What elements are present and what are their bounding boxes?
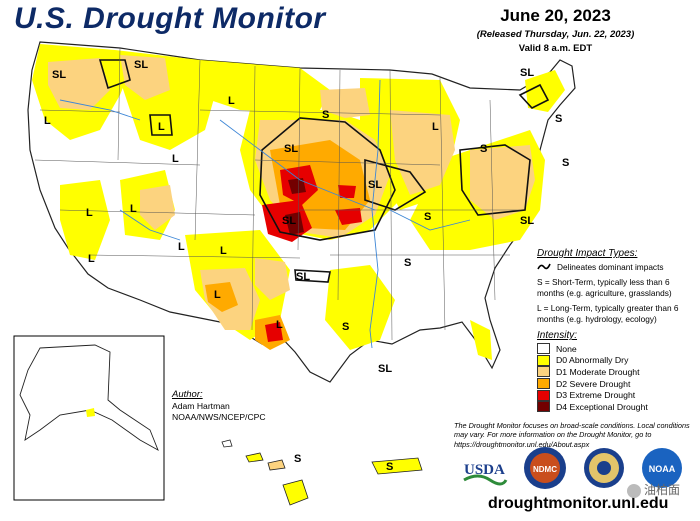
impact-l-row: L = Long-Term, typically greater than 6 … <box>537 303 697 325</box>
legend-swatch <box>537 378 550 390</box>
svg-text:S: S <box>322 109 329 121</box>
noaa-logo: NOAA <box>642 448 682 488</box>
svg-text:SL: SL <box>282 215 296 227</box>
impact-s-row: S = Short-Term, typically less than 6 mo… <box>537 277 697 299</box>
legend-swatch <box>537 343 550 355</box>
svg-text:S: S <box>294 453 301 465</box>
legend-label: None <box>556 343 577 354</box>
legend-item: D3 Extreme Drought <box>537 389 697 401</box>
svg-text:USDA: USDA <box>464 462 505 478</box>
svg-text:SL: SL <box>378 363 392 375</box>
impact-l-text: L = Long-Term, typically greater than 6 … <box>537 303 679 324</box>
legend-label: D4 Exceptional Drought <box>556 401 648 412</box>
svg-text:S: S <box>562 157 569 169</box>
svg-text:S: S <box>480 143 487 155</box>
impact-types-title: Drought Impact Types: <box>537 248 638 259</box>
alaska-d0 <box>86 408 95 417</box>
watermark: 油柏面 <box>627 481 680 498</box>
usda-logo: USDA <box>463 462 508 486</box>
svg-text:SL: SL <box>296 271 310 283</box>
legend-label: D0 Abnormally Dry <box>556 355 629 366</box>
legend-label: D2 Severe Drought <box>556 378 631 389</box>
svg-text:SL: SL <box>134 59 148 71</box>
svg-text:S: S <box>342 321 349 333</box>
impact-types-block: Drought Impact Types: Delineates dominan… <box>537 248 697 329</box>
hawaii <box>221 439 309 506</box>
release-date: (Released Thursday, Jun. 22, 2023) <box>476 29 635 40</box>
svg-text:S: S <box>404 257 411 269</box>
svg-text:L: L <box>220 245 227 257</box>
svg-text:L: L <box>44 115 51 127</box>
author-name: Adam Hartman <box>172 400 230 411</box>
svg-text:SL: SL <box>284 143 298 155</box>
legend-swatch <box>537 401 550 413</box>
svg-text:S: S <box>555 113 562 125</box>
legend-item: D2 Severe Drought <box>537 378 697 390</box>
legend-item: None <box>537 343 697 355</box>
svg-text:NOAA: NOAA <box>649 464 676 474</box>
rivers <box>59 79 471 349</box>
map-date: June 20, 2023 <box>500 6 611 25</box>
svg-text:NDMC: NDMC <box>533 465 557 474</box>
intensity-legend: Intensity: None D0 Abnormally Dry D1 Mod… <box>537 330 697 413</box>
commerce-seal <box>584 448 624 488</box>
map-title: U.S. Drought Monitor <box>14 2 326 35</box>
legend-item: D4 Exceptional Drought <box>537 401 697 413</box>
valid-time: Valid 8 a.m. EDT <box>518 43 593 54</box>
impact-line-icon <box>537 263 551 270</box>
legend-title: Intensity: <box>537 330 578 341</box>
date-block: June 20, 2023 (Released Thursday, Jun. 2… <box>448 6 663 54</box>
svg-text:SL: SL <box>52 69 66 81</box>
puerto-rico <box>371 457 423 475</box>
author-org: NOAA/NWS/NCEP/CPC <box>172 412 266 422</box>
legend-item: D0 Abnormally Dry <box>537 354 697 367</box>
legend-swatch <box>537 389 550 401</box>
svg-text:L: L <box>130 203 137 215</box>
alaska-outline <box>19 344 159 452</box>
watermark-text: 油柏面 <box>644 483 681 497</box>
impact-s-text: S = Short-Term, typically less than 6 mo… <box>537 277 672 298</box>
svg-text:L: L <box>88 253 95 265</box>
site-url-link[interactable]: droughtmonitor.unl.edu <box>488 495 669 512</box>
svg-text:SL: SL <box>520 67 534 79</box>
svg-text:SL: SL <box>520 215 534 227</box>
ndmc-logo: NDMC <box>524 447 566 489</box>
svg-text:L: L <box>214 289 221 301</box>
svg-text:L: L <box>86 207 93 219</box>
state-boundaries <box>34 47 520 341</box>
impact-line-label: Delineates dominant impacts <box>557 262 664 272</box>
author-block: Author: Adam Hartman NOAA/NWS/NCEP/CPC <box>172 389 266 424</box>
legend-item: D1 Moderate Drought <box>537 366 697 378</box>
svg-text:S: S <box>386 461 393 473</box>
svg-text:SL: SL <box>368 179 382 191</box>
watermark-icon <box>627 483 641 498</box>
svg-text:L: L <box>228 95 235 107</box>
svg-text:L: L <box>276 319 283 331</box>
svg-text:L: L <box>158 121 165 133</box>
legend-label: D1 Moderate Drought <box>556 366 640 377</box>
svg-text:L: L <box>432 121 439 133</box>
author-title: Author: <box>172 389 203 400</box>
map-labels: SL SL SL SL SL SL SL SL SL S S S S S S S… <box>44 59 569 473</box>
legend-swatch <box>537 354 550 366</box>
d4-areas <box>285 178 306 235</box>
legend-label: D3 Extreme Drought <box>556 390 636 401</box>
legend-swatch <box>537 366 550 378</box>
svg-text:L: L <box>178 241 185 253</box>
svg-text:S: S <box>424 211 431 223</box>
impact-line-row: Delineates dominant impacts <box>537 262 697 273</box>
svg-text:L: L <box>172 153 179 165</box>
info-note: The Drought Monitor focuses on broad-sca… <box>454 421 690 449</box>
